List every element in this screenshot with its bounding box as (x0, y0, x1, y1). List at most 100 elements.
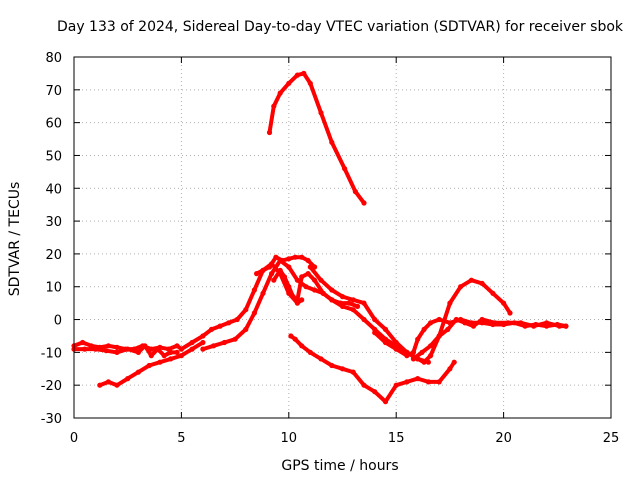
data-point (125, 346, 131, 352)
data-point (103, 348, 109, 354)
data-point (200, 333, 206, 339)
data-point (372, 330, 378, 336)
data-point (277, 267, 283, 273)
data-point (415, 376, 421, 382)
x-tick-label: 25 (603, 431, 620, 446)
x-tick-label: 20 (495, 431, 512, 446)
data-point (148, 353, 154, 359)
data-point (200, 346, 206, 352)
data-point (354, 303, 361, 309)
data-point (178, 346, 184, 352)
data-point (92, 346, 99, 352)
data-point (286, 256, 292, 262)
data-point (80, 339, 86, 346)
data-point (436, 333, 442, 339)
data-point (447, 366, 453, 372)
data-point (88, 343, 94, 349)
data-point (281, 274, 288, 280)
data-point (155, 346, 161, 352)
data-point (266, 129, 273, 136)
data-point (468, 277, 474, 283)
data-point (299, 274, 305, 280)
data-point (329, 362, 335, 369)
ticks: 0 5 10 15 20 25 -30 -20 -10 0 10 20 30 40 50 60 70 80 (41, 51, 620, 446)
grid (74, 57, 611, 418)
data-point (299, 343, 305, 349)
data-point (189, 339, 195, 346)
y-tick-label: 10 (45, 281, 62, 296)
data-point (105, 343, 111, 349)
data-point (157, 359, 163, 365)
data-point (415, 336, 421, 342)
data-point (217, 323, 223, 329)
data-point (329, 297, 335, 303)
data-point (299, 254, 305, 260)
plot-frame (73, 56, 612, 419)
data-point (462, 320, 468, 326)
y-axis-label: SDTVAR / TECUs (7, 182, 23, 297)
data-point (342, 166, 348, 172)
data-point (318, 277, 324, 283)
data-point (531, 323, 537, 329)
data-point (286, 80, 292, 86)
data-point (350, 369, 356, 375)
data-series (71, 70, 569, 405)
data-point (382, 326, 389, 332)
data-point (447, 300, 453, 306)
data-point (303, 284, 309, 290)
data-point (404, 379, 410, 385)
data-point (563, 323, 569, 329)
series-arc-6 (254, 255, 317, 276)
data-point (286, 264, 292, 270)
data-point (260, 267, 266, 273)
data-point (307, 349, 313, 355)
data-point (329, 287, 335, 293)
series-arc-11 (411, 317, 568, 361)
y-tick-label: -10 (41, 346, 62, 361)
x-tick-label: 5 (177, 431, 185, 446)
data-point (352, 189, 358, 195)
y-tick-label: 0 (54, 314, 62, 329)
data-point (544, 320, 550, 326)
data-point (307, 264, 313, 270)
data-point (221, 339, 227, 346)
data-point (146, 362, 152, 369)
data-point (339, 294, 346, 300)
data-point (114, 382, 120, 388)
data-point (490, 290, 496, 296)
data-point (339, 303, 346, 309)
data-point (125, 376, 131, 382)
data-point (393, 382, 399, 388)
data-point (269, 271, 275, 277)
data-point (277, 90, 283, 96)
data-point (105, 379, 111, 385)
data-point (260, 290, 266, 296)
data-point (208, 326, 215, 332)
data-point (299, 297, 305, 303)
y-tick-label: 30 (45, 215, 62, 230)
data-point (382, 339, 389, 346)
data-point (492, 320, 498, 326)
y-tick-label: -20 (41, 379, 62, 394)
data-point (174, 349, 180, 355)
data-point (273, 254, 279, 260)
data-point (82, 346, 88, 352)
x-axis-label: GPS time / hours (281, 458, 398, 474)
data-point (251, 310, 257, 316)
data-point (339, 366, 346, 372)
data-point (470, 323, 477, 329)
data-point (329, 139, 335, 145)
y-tick-label: 40 (45, 182, 62, 197)
data-point (501, 300, 507, 306)
data-point (318, 110, 324, 116)
data-point (361, 300, 367, 306)
data-point (290, 294, 296, 300)
data-point (226, 320, 232, 326)
data-point (294, 277, 300, 283)
data-point (161, 353, 167, 359)
y-tick-label: -30 (41, 412, 62, 427)
data-point (251, 287, 257, 293)
data-point (312, 277, 318, 283)
data-point (178, 353, 184, 359)
